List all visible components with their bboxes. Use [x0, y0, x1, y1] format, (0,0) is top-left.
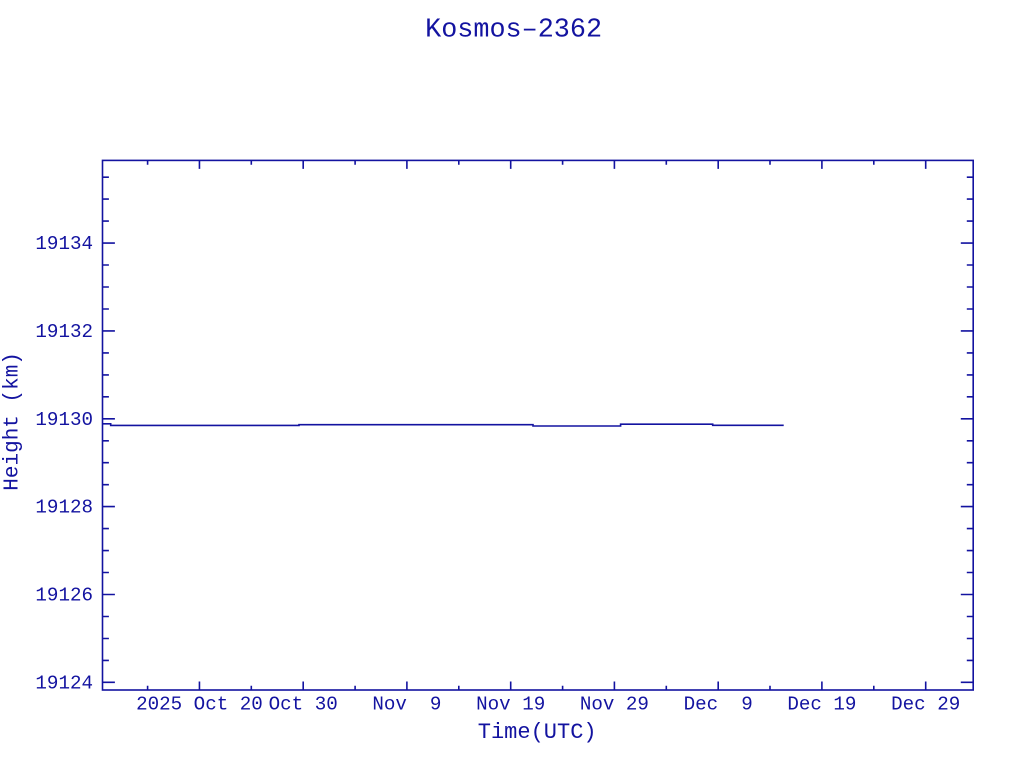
svg-text:Height (km): Height (km)	[2, 352, 25, 491]
svg-text:19132: 19132	[35, 321, 93, 343]
svg-text:19124: 19124	[35, 672, 93, 694]
svg-text:Nov 19: Nov 19	[476, 694, 545, 716]
svg-text:Dec 29: Dec 29	[891, 694, 960, 716]
svg-text:Kosmos–2362: Kosmos–2362	[425, 16, 602, 46]
svg-text:Dec 19: Dec 19	[787, 694, 856, 716]
svg-text:19126: 19126	[35, 585, 93, 607]
svg-text:Nov 9: Nov 9	[372, 694, 441, 716]
svg-text:Time(UTC): Time(UTC)	[478, 720, 597, 745]
svg-text:19134: 19134	[35, 233, 93, 255]
svg-text:Nov 29: Nov 29	[580, 694, 649, 716]
svg-text:Dec 9: Dec 9	[684, 694, 753, 716]
svg-text:19130: 19130	[35, 409, 93, 431]
svg-text:2025 Oct 20: 2025 Oct 20	[136, 694, 263, 716]
svg-text:19128: 19128	[35, 497, 93, 519]
svg-text:Oct 30: Oct 30	[269, 694, 338, 716]
